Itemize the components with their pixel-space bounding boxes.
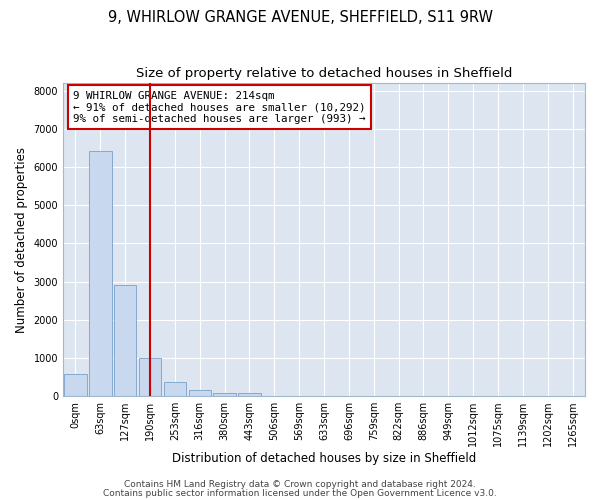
Bar	[64, 374, 86, 396]
Bar	[238, 394, 260, 396]
Bar	[89, 150, 112, 396]
Bar	[164, 382, 186, 396]
Bar	[139, 358, 161, 396]
Y-axis label: Number of detached properties: Number of detached properties	[15, 146, 28, 332]
Text: Contains HM Land Registry data © Crown copyright and database right 2024.: Contains HM Land Registry data © Crown c…	[124, 480, 476, 489]
Text: 9 WHIRLOW GRANGE AVENUE: 214sqm
← 91% of detached houses are smaller (10,292)
9%: 9 WHIRLOW GRANGE AVENUE: 214sqm ← 91% of…	[73, 91, 366, 124]
Bar	[214, 392, 236, 396]
Bar	[188, 390, 211, 396]
Bar	[114, 284, 136, 396]
Title: Size of property relative to detached houses in Sheffield: Size of property relative to detached ho…	[136, 68, 512, 80]
Text: Contains public sector information licensed under the Open Government Licence v3: Contains public sector information licen…	[103, 488, 497, 498]
X-axis label: Distribution of detached houses by size in Sheffield: Distribution of detached houses by size …	[172, 452, 476, 465]
Text: 9, WHIRLOW GRANGE AVENUE, SHEFFIELD, S11 9RW: 9, WHIRLOW GRANGE AVENUE, SHEFFIELD, S11…	[107, 10, 493, 25]
